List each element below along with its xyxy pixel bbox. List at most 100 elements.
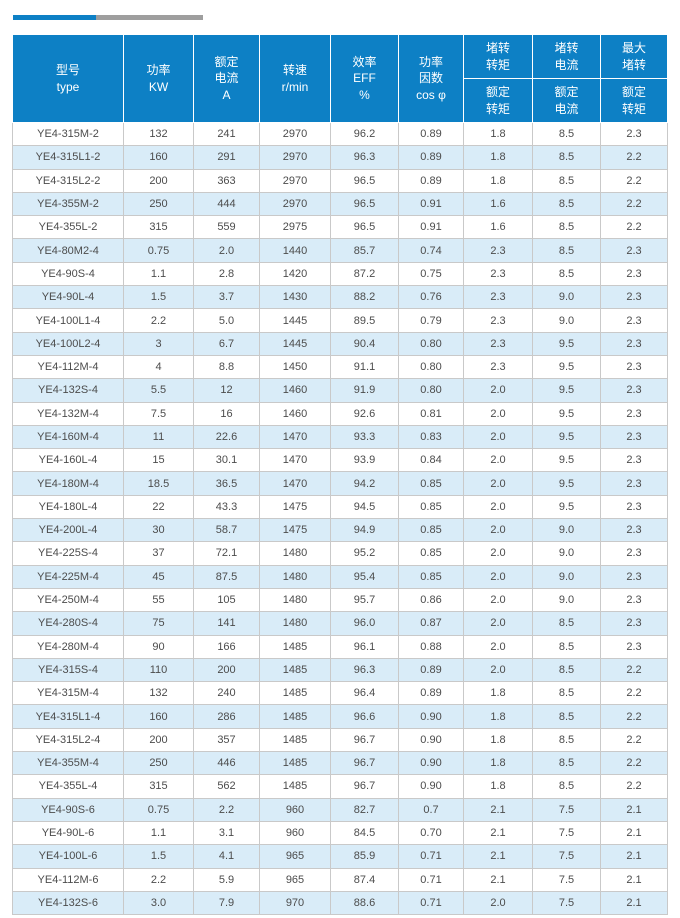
model-cell: YE4-132M-4 <box>12 401 124 426</box>
table-row: YE4-132S-4 5.5 12 1460 91.9 0.80 2.0 9.5 2.3 <box>12 378 668 403</box>
value-cell: 2.1 <box>600 797 668 822</box>
header-locked-rotor-current: 堵转 电流 <box>532 34 601 79</box>
value-cell: 5.0 <box>193 308 260 333</box>
value-cell: 9.0 <box>532 541 601 566</box>
value-cell: 85.9 <box>330 844 399 869</box>
model-cell: YE4-355L-2 <box>12 215 124 240</box>
table-row: YE4-250M-4 55 105 1480 95.7 0.86 2.0 9.0 2.3 <box>12 587 668 613</box>
value-cell: 446 <box>193 751 260 776</box>
value-cell: 1485 <box>259 681 331 706</box>
model-cell: YE4-180L-4 <box>12 494 124 520</box>
value-cell: 132 <box>123 681 194 706</box>
value-cell: 960 <box>259 797 331 822</box>
value-cell: 2.0 <box>463 564 533 589</box>
value-cell: 93.9 <box>330 448 399 473</box>
value-cell: 1.5 <box>123 844 194 869</box>
value-cell: 37 <box>123 541 194 566</box>
table-row: YE4-280S-4 75 141 1480 96.0 0.87 2.0 8.5 2.3 <box>12 611 668 636</box>
value-cell: 0.80 <box>398 378 464 403</box>
model-cell: YE4-132S-4 <box>12 378 124 403</box>
value-cell: 88.6 <box>330 890 399 916</box>
value-cell: 94.9 <box>330 518 399 543</box>
value-cell: 2.3 <box>463 308 533 333</box>
value-cell: 0.91 <box>398 215 464 240</box>
model-cell: YE4-112M-4 <box>12 354 124 380</box>
table-header: 型号 type 功率 KW 额定 电流 A 转速 r/min 效率 EFF% 功率 因数 cos… <box>12 34 668 123</box>
value-cell: 72.1 <box>193 541 260 566</box>
value-cell: 8.5 <box>532 168 601 193</box>
value-cell: 94.5 <box>330 494 399 520</box>
value-cell: 0.75 <box>123 238 194 263</box>
value-cell: 3.0 <box>123 890 194 916</box>
value-cell: 2.0 <box>463 448 533 473</box>
value-cell: 9.0 <box>532 587 601 613</box>
value-cell: 2.0 <box>463 657 533 683</box>
value-cell: 0.71 <box>398 867 464 892</box>
table-row: YE4-280M-4 90 166 1485 96.1 0.88 2.0 8.5 2.3 <box>12 634 668 659</box>
value-cell: 2.0 <box>193 238 260 263</box>
value-cell: 315 <box>123 774 194 799</box>
value-cell: 2.3 <box>600 564 668 589</box>
table-body: YE4-315M-2 132 241 2970 96.2 0.89 1.8 8.5 2.3 YE4… <box>12 121 668 916</box>
value-cell: 2.2 <box>600 657 668 683</box>
model-cell: YE4-225S-4 <box>12 541 124 566</box>
model-cell: YE4-90L-4 <box>12 285 124 310</box>
value-cell: 45 <box>123 564 194 589</box>
value-cell: 0.76 <box>398 285 464 310</box>
value-cell: 2.1 <box>600 890 668 916</box>
value-cell: 0.89 <box>398 681 464 706</box>
model-cell: YE4-315M-4 <box>12 681 124 706</box>
value-cell: 105 <box>193 587 260 613</box>
value-cell: 2970 <box>259 145 331 170</box>
value-cell: 7.5 <box>123 401 194 426</box>
value-cell: 2.3 <box>463 285 533 310</box>
title-accent-bar <box>13 15 203 20</box>
value-cell: 200 <box>123 727 194 753</box>
value-cell: 9.5 <box>532 448 601 473</box>
value-cell: 96.3 <box>330 657 399 683</box>
value-cell: 3 <box>123 331 194 356</box>
table-row: YE4-100L-6 1.5 4.1 965 85.9 0.71 2.1 7.5 2.1 <box>12 844 668 869</box>
value-cell: 0.75 <box>398 261 464 287</box>
value-cell: 2.3 <box>463 331 533 356</box>
accent-bar-gray-segment <box>96 15 203 20</box>
value-cell: 0.81 <box>398 401 464 426</box>
value-cell: 2.3 <box>600 494 668 520</box>
value-cell: 9.0 <box>532 564 601 589</box>
model-cell: YE4-200L-4 <box>12 518 124 543</box>
value-cell: 2.1 <box>463 820 533 846</box>
value-cell: 0.90 <box>398 751 464 776</box>
table-row: YE4-100L2-4 3 6.7 1445 90.4 0.80 2.3 9.5 2.3 <box>12 331 668 356</box>
model-cell: YE4-160L-4 <box>12 448 124 473</box>
value-cell: 90 <box>123 634 194 659</box>
value-cell: 96.5 <box>330 168 399 193</box>
value-cell: 0.88 <box>398 634 464 659</box>
model-cell: YE4-160M-4 <box>12 424 124 450</box>
value-cell: 8.5 <box>532 238 601 263</box>
value-cell: 1485 <box>259 751 331 776</box>
value-cell: 96.5 <box>330 215 399 240</box>
value-cell: 2.3 <box>600 238 668 263</box>
value-cell: 965 <box>259 844 331 869</box>
value-cell: 1.8 <box>463 774 533 799</box>
value-cell: 85.7 <box>330 238 399 263</box>
model-cell: YE4-355M-2 <box>12 191 124 217</box>
value-cell: 160 <box>123 145 194 170</box>
value-cell: 1450 <box>259 354 331 380</box>
value-cell: 0.80 <box>398 354 464 380</box>
table-row: YE4-90S-6 0.75 2.2 960 82.7 0.7 2.1 7.5 2.1 <box>12 797 668 822</box>
value-cell: 0.70 <box>398 820 464 846</box>
model-cell: YE4-90S-4 <box>12 261 124 287</box>
value-cell: 2.3 <box>463 261 533 287</box>
table-row: YE4-160L-4 15 30.1 1470 93.9 0.84 2.0 9.5 2.3 <box>12 448 668 473</box>
value-cell: 5.5 <box>123 378 194 403</box>
value-cell: 7.5 <box>532 820 601 846</box>
model-cell: YE4-100L2-4 <box>12 331 124 356</box>
value-cell: 1485 <box>259 704 331 729</box>
value-cell: 1470 <box>259 424 331 450</box>
value-cell: 2.2 <box>600 727 668 753</box>
header-locked-rotor-torque-denominator: 额定 转矩 <box>463 78 533 123</box>
value-cell: 93.3 <box>330 424 399 450</box>
value-cell: 2.3 <box>600 401 668 426</box>
